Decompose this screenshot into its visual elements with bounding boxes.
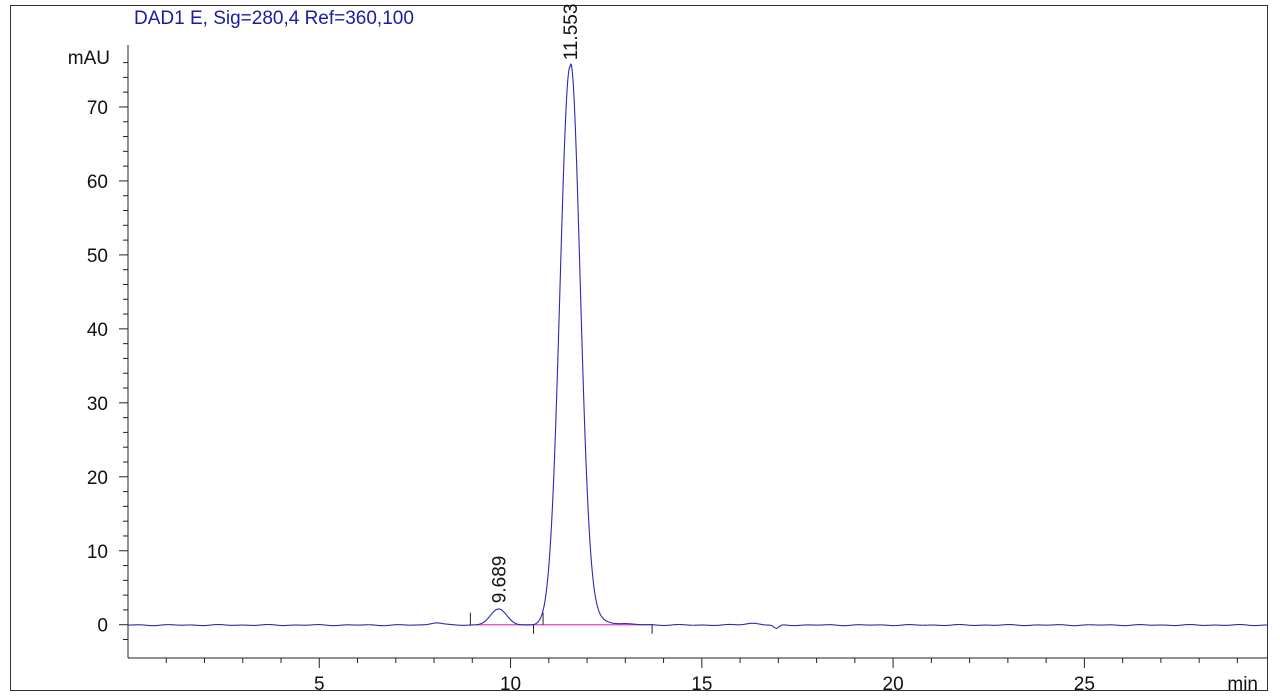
chart-frame	[10, 5, 1268, 691]
x-tick-label: 15	[691, 674, 712, 695]
x-tick-label: 25	[1074, 674, 1095, 695]
chart-title: DAD1 E, Sig=280,4 Ref=360,100	[134, 8, 414, 29]
y-tick-label: 30	[87, 394, 108, 415]
x-tick-label: 10	[500, 674, 521, 695]
y-tick-label: 10	[87, 542, 108, 563]
peak-label: 9.689	[490, 556, 511, 604]
y-tick-label: 20	[87, 468, 108, 489]
y-tick-label: 40	[87, 320, 108, 341]
axes: 0 10 20 30 40 50 60 70 5 10 15 20 25	[87, 45, 1268, 695]
y-tick-label: 50	[87, 246, 108, 267]
x-axis-label: min	[1227, 674, 1258, 695]
y-tick-label: 70	[87, 98, 108, 119]
x-tick-label: 5	[314, 674, 325, 695]
peak-label: 11.553	[561, 4, 582, 61]
y-tick-label: 60	[87, 172, 108, 193]
y-axis-label: mAU	[68, 48, 110, 69]
plot-area: 9.689 11.553	[127, 4, 1268, 634]
x-tick-label: 20	[883, 674, 904, 695]
y-tick-label: 0	[97, 616, 108, 637]
signal-trace	[127, 63, 1268, 629]
